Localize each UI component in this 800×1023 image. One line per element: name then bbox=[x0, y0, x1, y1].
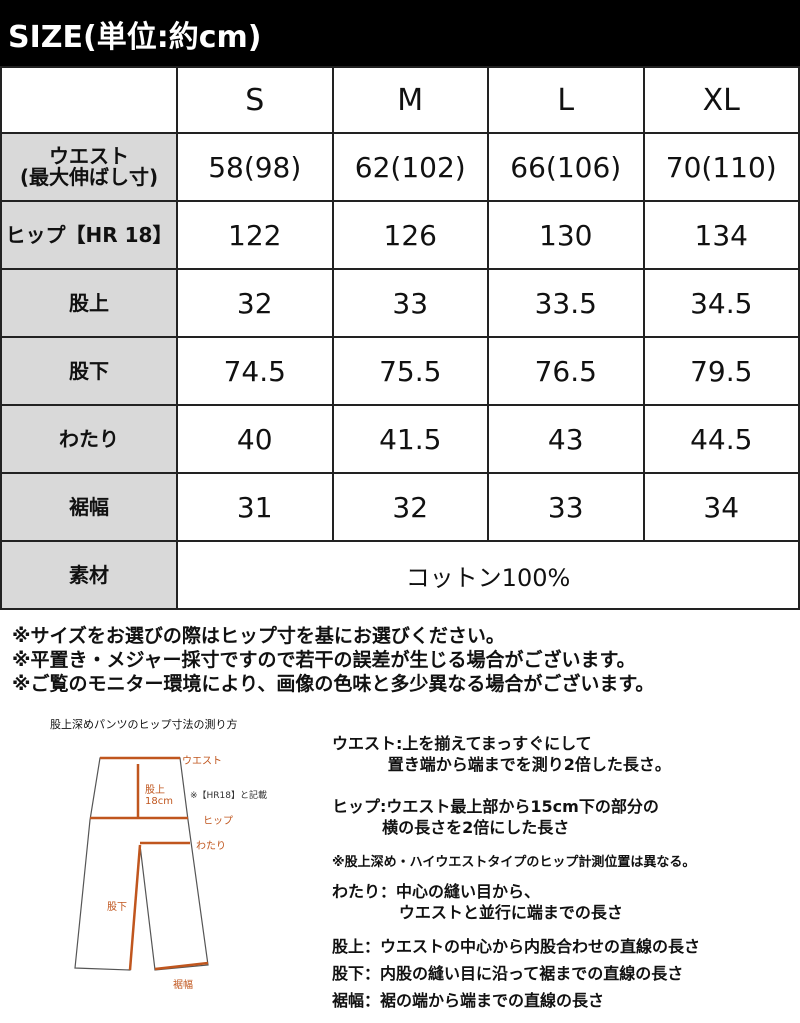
measurement-cell: 33 bbox=[331, 268, 489, 338]
size-header: XL bbox=[642, 66, 800, 134]
measurement-cell: 41.5 bbox=[331, 404, 489, 474]
row-label: 股上 bbox=[0, 268, 178, 338]
measurement-cell: 122 bbox=[176, 200, 334, 270]
size-header: S bbox=[176, 66, 334, 134]
table-row: わたり 40 41.5 43 44.5 bbox=[0, 404, 800, 474]
measurement-cell: 70(110) bbox=[642, 132, 800, 202]
measurement-cell: 32 bbox=[331, 472, 489, 542]
measurement-cell: 134 bbox=[642, 200, 800, 270]
table-row: 股下 74.5 75.5 76.5 79.5 bbox=[0, 336, 800, 406]
measurement-cell: 130 bbox=[487, 200, 645, 270]
row-label: ウエスト (最大伸ばし寸) bbox=[0, 132, 178, 202]
thigh-explanation: わたり：中心の縫い目から、 ウエストと並行に端までの長さ bbox=[332, 882, 623, 922]
inseam-explanation: 股下：内股の縫い目に沿って裾までの直線の長さ bbox=[332, 964, 684, 983]
hip-label: ヒップ bbox=[203, 816, 233, 827]
pants-diagram: 股上深めパンツのヒップ寸法の測り方 ウエスト 股上 18cm ※【HR18】と記… bbox=[0, 700, 330, 1023]
table-row: ウエスト (最大伸ばし寸) 58(98) 62(102) 66(106) 70(110) bbox=[0, 132, 800, 202]
row-label: 股下 bbox=[0, 336, 178, 406]
note: ※サイズをお選びの際はヒップ寸を基にお選びください。 bbox=[12, 625, 505, 647]
table-row: 股上 32 33 33.5 34.5 bbox=[0, 268, 800, 338]
measurement-cell: 31 bbox=[176, 472, 334, 542]
thigh-label: わたり bbox=[196, 841, 226, 852]
measurement-cell: 32 bbox=[176, 268, 334, 338]
notes: ※サイズをお選びの際はヒップ寸を基にお選びください。 ※平置き・メジャー採寸です… bbox=[12, 624, 654, 696]
waist-explanation: ウエスト:上を揃えてまっすぐにして 置き端から端までを測り2倍した長さ。 bbox=[332, 734, 671, 774]
hem-label: 裾幅 bbox=[173, 980, 193, 991]
measurement-cell: 74.5 bbox=[176, 336, 334, 406]
measurement-cell: 66(106) bbox=[487, 132, 645, 202]
page-title: SIZE(単位:約cm) bbox=[0, 0, 800, 66]
note: ※平置き・メジャー採寸ですので若干の誤差が生じる場合がございます。 bbox=[12, 649, 636, 671]
measurement-cell: 40 bbox=[176, 404, 334, 474]
hr-note-label: ※【HR18】と記載 bbox=[190, 791, 268, 801]
note: ※ご覧のモニター環境により、画像の色味と多少異なる場合がございます。 bbox=[12, 673, 655, 695]
measurement-cell: 44.5 bbox=[642, 404, 800, 474]
size-header-row: S M L XL bbox=[0, 66, 800, 134]
row-label: ヒップ【HR 18】 bbox=[0, 200, 178, 270]
row-label: わたり bbox=[0, 404, 178, 474]
size-header: M bbox=[331, 66, 489, 134]
pants-illustration bbox=[74, 756, 209, 971]
hip-note: ※股上深め・ハイウエストタイプのヒップ計測位置は異なる。 bbox=[332, 855, 696, 870]
measurement-cell: 79.5 bbox=[642, 336, 800, 406]
measurement-cell: 75.5 bbox=[331, 336, 489, 406]
measurement-cell: 58(98) bbox=[176, 132, 334, 202]
waist-label: ウエスト bbox=[182, 756, 222, 767]
measurement-cell: 43 bbox=[487, 404, 645, 474]
size-header: L bbox=[487, 66, 645, 134]
rise-explanation: 股上：ウエストの中心から内股合わせの直線の長さ bbox=[332, 937, 701, 956]
material-value: コットン100% bbox=[176, 540, 800, 610]
measurement-cell: 62(102) bbox=[331, 132, 489, 202]
measurement-cell: 34 bbox=[642, 472, 800, 542]
table-row: 裾幅 31 32 33 34 bbox=[0, 472, 800, 542]
measurement-cell: 33.5 bbox=[487, 268, 645, 338]
hem-explanation: 裾幅：裾の端から端までの直線の長さ bbox=[332, 991, 605, 1010]
rise-label: 股上 18cm bbox=[145, 785, 173, 807]
material-row: 素材 コットン100% bbox=[0, 540, 800, 610]
measurement-cell: 76.5 bbox=[487, 336, 645, 406]
row-label: 裾幅 bbox=[0, 472, 178, 542]
hip-explanation: ヒップ:ウエスト最上部から15cm下の部分の 横の長さを2倍にした長さ bbox=[332, 797, 659, 837]
inseam-label: 股下 bbox=[107, 902, 127, 913]
measurement-cell: 33 bbox=[487, 472, 645, 542]
diagram-title: 股上深めパンツのヒップ寸法の測り方 bbox=[50, 718, 238, 731]
size-table: S M L XL ウエスト (最大伸ばし寸) 58(98) 62(102) 66(10… bbox=[0, 66, 800, 610]
measurement-cell: 126 bbox=[331, 200, 489, 270]
row-label: 素材 bbox=[0, 540, 178, 610]
table-row: ヒップ【HR 18】 122 126 130 134 bbox=[0, 200, 800, 270]
measurement-cell: 34.5 bbox=[642, 268, 800, 338]
corner-cell bbox=[0, 66, 178, 134]
